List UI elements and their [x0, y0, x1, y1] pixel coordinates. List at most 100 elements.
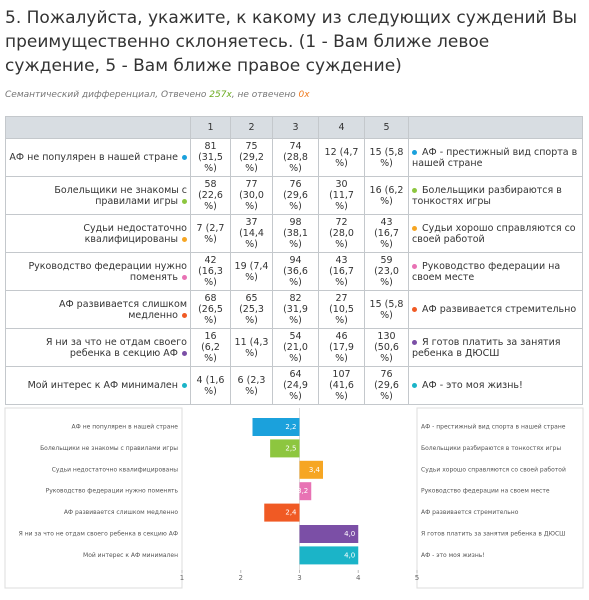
count-cell: 130 (50,6 %): [364, 328, 409, 367]
left-statement: Мой интерес к АФ минимален: [5, 366, 191, 405]
count-cell: 81 (31,5 %): [190, 138, 231, 177]
color-dot: [182, 274, 187, 280]
count-cell: 98 (38,1 %): [272, 214, 319, 253]
left-label: Мой интерес к АФ минимален: [83, 552, 178, 559]
color-dot: [412, 383, 417, 388]
value-label: 3,2: [297, 487, 308, 495]
left-text: Судьи недостаточно квалифицированы: [83, 222, 187, 245]
count-cell: 16 (6,2 %): [364, 176, 409, 215]
column-header: 1: [190, 116, 231, 139]
count-cell: 7 (2,7 %): [190, 214, 231, 253]
right-text: АФ - это моя жизнь!: [422, 380, 523, 391]
right-text: Судьи хорошо справляются со своей работо…: [412, 222, 576, 245]
count-cell: 11 (4,3 %): [230, 328, 273, 367]
subtitle-sep: , не отвечено: [231, 90, 299, 100]
left-text: Руководство федерации нужно поменять: [28, 260, 187, 283]
left-label: Руководство федерации нужно поменять: [46, 488, 179, 495]
value-label: 4,0: [344, 551, 355, 559]
right-text: Болельщики разбираются в тонкостях игры: [412, 184, 562, 207]
x-tick-label: 4: [356, 574, 361, 582]
right-text: АФ развивается стремительно: [422, 304, 577, 315]
color-dot: [412, 263, 417, 269]
color-dot: [182, 312, 187, 318]
value-label: 3,4: [309, 466, 321, 474]
count-cell: 30 (11,7 %): [318, 176, 365, 215]
left-statement: АФ не популярен в нашей стране: [5, 138, 191, 177]
x-tick-label: 1: [180, 574, 184, 582]
left-statement: Руководство федерации нужно поменять: [5, 252, 191, 291]
mean-bar: [270, 439, 300, 458]
corner: [5, 116, 191, 139]
count-cell: 58 (22,6 %): [190, 176, 231, 215]
right-label: Руководство федерации на своем месте: [421, 488, 550, 495]
count-cell: 107 (41,6 %): [318, 366, 365, 405]
count-cell: 82 (31,9 %): [272, 290, 319, 329]
right-statement: АФ - престижный вид спорта в нашей стран…: [408, 138, 583, 177]
right-label: АФ - это моя жизнь!: [421, 552, 485, 559]
left-statement: Болельщики не знакомы с правилами игры: [5, 176, 191, 215]
left-label: АФ не популярен в нашей стране: [72, 424, 179, 431]
mean-bar: [299, 460, 323, 479]
value-label: 4,0: [344, 530, 355, 538]
count-cell: 59 (23,0 %): [364, 252, 409, 291]
column-header: 3: [272, 116, 319, 139]
answered-count: 257x: [209, 90, 232, 100]
left-text: Я ни за что не отдам своего ребенка в се…: [45, 336, 187, 359]
right-statement: Судьи хорошо справляются со своей работо…: [408, 214, 583, 253]
value-label: 2,2: [285, 423, 296, 431]
color-dot: [412, 339, 417, 345]
count-cell: 27 (10,5 %): [318, 290, 365, 329]
color-dot: [182, 350, 187, 356]
mean-chart: 1 2 3 4 5 АФ не популярен в нашей стране АФ - …: [4, 407, 584, 589]
left-label: Судьи недостаточно квалифицированы: [52, 466, 179, 473]
unanswered-count: 0x: [298, 90, 310, 100]
question-title: 5. Пожалуйста, укажите, к какому из след…: [5, 8, 578, 76]
count-cell: 54 (21,0 %): [272, 328, 319, 367]
mean-bar: [264, 503, 300, 522]
count-cell: 37 (14,4 %): [230, 214, 273, 253]
x-tick-label: 5: [415, 574, 419, 582]
count-cell: 15 (5,8 %): [364, 138, 409, 177]
corner: [408, 116, 583, 139]
x-tick-label: 3: [297, 574, 301, 582]
color-dot: [412, 225, 417, 231]
right-text: Я готов платить за занятия ребенка в ДЮС…: [412, 336, 561, 359]
color-dot: [182, 155, 187, 160]
count-cell: 43 (16,7 %): [364, 214, 409, 253]
table-row: АФ не популярен в нашей стране 81 (31,5 %…: [5, 138, 583, 177]
table-row: Я ни за что не отдам своего ребенка в се…: [5, 328, 583, 367]
count-cell: 4 (1,6 %): [190, 366, 231, 405]
count-cell: 15 (5,8 %): [364, 290, 409, 329]
color-dot: [412, 149, 417, 155]
color-dot: [182, 236, 187, 242]
column-header: 4: [318, 116, 365, 139]
right-text: Руководство федерации на своем месте: [412, 260, 561, 283]
mean-bar: [299, 482, 312, 501]
right-statement: Руководство федерации на своем месте: [408, 252, 583, 291]
count-cell: 74 (28,8 %): [272, 138, 319, 177]
right-statement: АФ - это моя жизнь!: [408, 366, 583, 405]
right-label: Болельщики разбираются в тонкостях игры: [421, 445, 561, 452]
count-cell: 46 (17,9 %): [318, 328, 365, 367]
color-dot: [182, 383, 187, 388]
table-row: Мой интерес к АФ минимален 4 (1,6 %) 6 (2,…: [5, 366, 583, 405]
count-cell: 6 (2,3 %): [230, 366, 273, 405]
subtitle-kind: Семантический дифференциал, Отвечено: [5, 90, 210, 100]
count-cell: 42 (16,3 %): [190, 252, 231, 291]
count-cell: 12 (4,7 %): [318, 138, 365, 177]
count-cell: 64 (24,9 %): [272, 366, 319, 405]
column-header: 5: [364, 116, 409, 139]
right-label: Судьи хорошо справляются со своей работо…: [421, 466, 566, 473]
left-text: АФ не популярен в нашей стране: [9, 152, 178, 163]
left-statement: Судьи недостаточно квалифицированы: [5, 214, 191, 253]
right-label: Я готов платить за занятия ребенка в ДЮС…: [421, 531, 566, 538]
left-text: Болельщики не знакомы с правилами игры: [54, 184, 187, 207]
count-cell: 94 (36,6 %): [272, 252, 319, 291]
table-row: Судьи недостаточно квалифицированы 7 (2,7…: [5, 214, 583, 253]
left-label: Болельщики не знакомы с правилами игры: [40, 445, 178, 452]
mean-bar: [252, 418, 300, 436]
count-cell: 19 (7,4 %): [230, 252, 273, 291]
left-text: Мой интерес к АФ минимален: [27, 380, 178, 391]
